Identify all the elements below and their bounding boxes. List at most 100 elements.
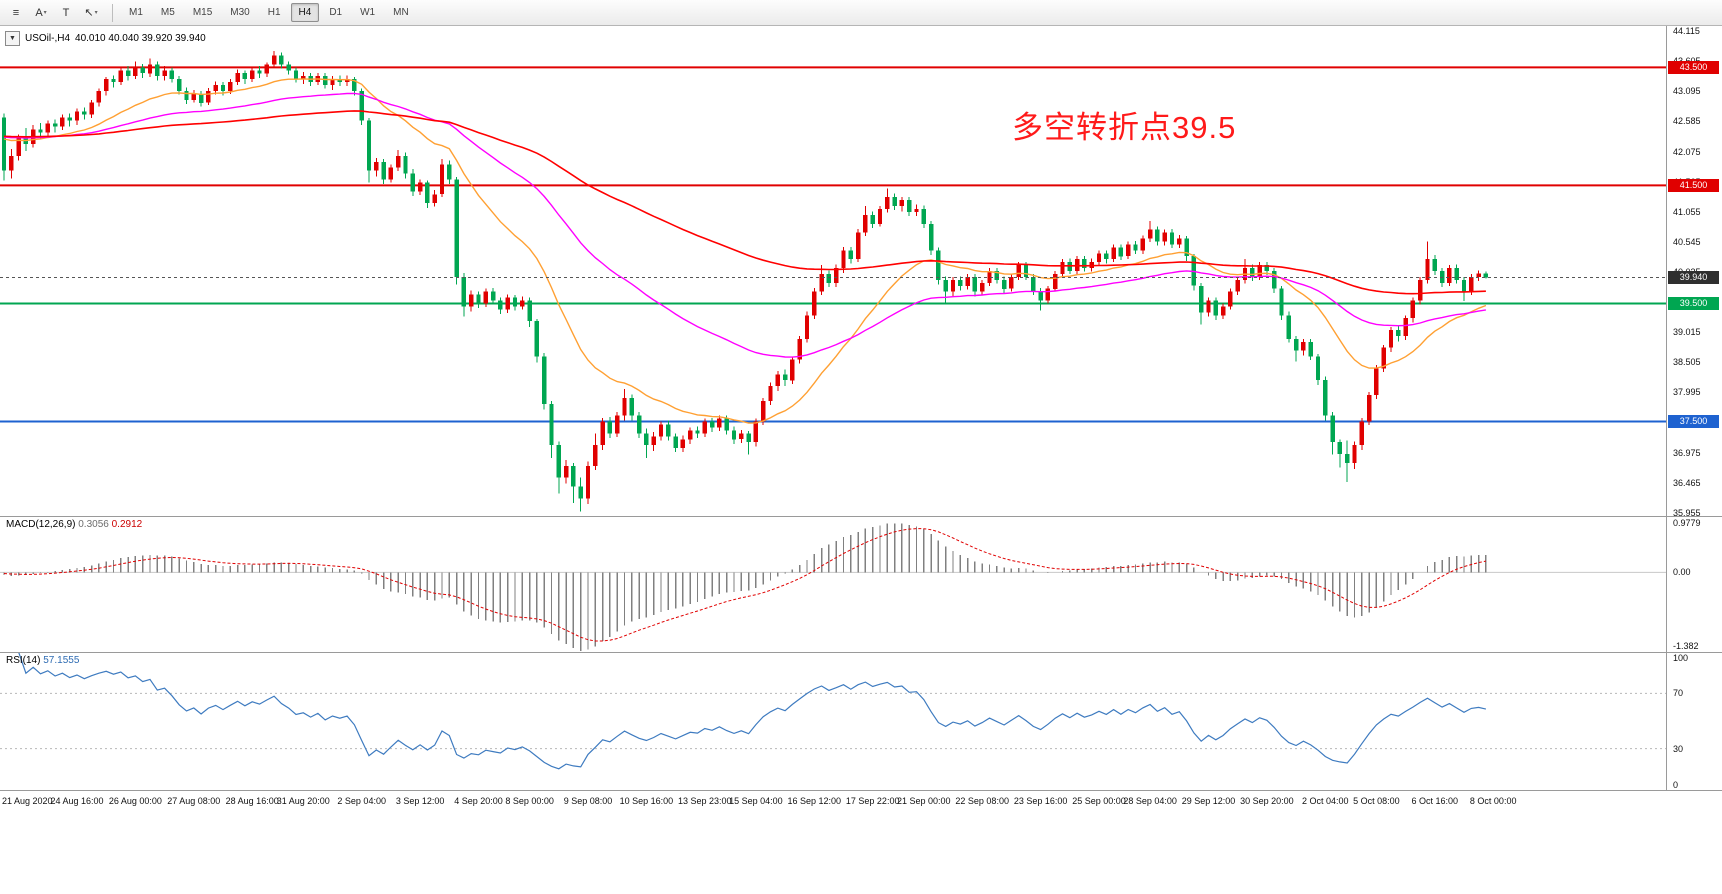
time-axis-label: 26 Aug 00:00: [108, 796, 162, 806]
time-axis-label: 24 Aug 16:00: [50, 796, 104, 806]
timeframe-D1[interactable]: D1: [329, 7, 343, 18]
rsi-line: [4, 652, 1487, 770]
price-axis-label: 43.095: [1673, 86, 1701, 97]
time-axis-label: 2 Oct 04:00: [1302, 796, 1349, 806]
price-axis-label: 38.505: [1673, 357, 1701, 368]
ma-fast-line: [3, 78, 1487, 424]
price-axis-label: 35.955: [1673, 507, 1701, 518]
annotate-a-tool-button[interactable]: A ▾: [29, 2, 53, 24]
time-axis-label: 2 Sep 04:00: [337, 796, 386, 806]
time-axis-label: 29 Sep 12:00: [1181, 796, 1236, 806]
ohlc-readout: 40.010 40.040 39.920 39.940: [75, 33, 206, 44]
price-level-badge: 41.500: [1668, 178, 1719, 192]
time-axis-label: 15 Sep 04:00: [729, 796, 783, 806]
text-tool-button[interactable]: T: [54, 2, 78, 24]
macd-panel[interactable]: [0, 516, 1666, 652]
time-axis-label: 31 Aug 20:00: [276, 796, 330, 806]
time-axis-label: 30 Sep 20:00: [1240, 796, 1294, 806]
macd-name: MACD(12,26,9): [6, 519, 76, 530]
candle-series: [1, 50, 1489, 512]
time-axis-label: 10 Sep 16:00: [619, 796, 674, 806]
price-axis-label: 37.995: [1673, 387, 1701, 398]
rsi-axis-label: 70: [1673, 688, 1684, 699]
timeframe-M15[interactable]: M15: [192, 7, 213, 18]
ma-slow-line: [3, 110, 1486, 295]
price-level-badge: 39.500: [1668, 297, 1719, 310]
macd-axis-label: 0.9779: [1673, 518, 1701, 528]
price-axis[interactable]: 44.11543.60543.09542.58542.07541.56541.0…: [1666, 26, 1722, 790]
rsi-panel[interactable]: [0, 652, 1666, 790]
rsi-axis-label: 0: [1673, 780, 1679, 790]
time-axis-label: 9 Sep 08:00: [563, 796, 613, 806]
time-axis-label: 21 Aug 2020: [2, 796, 53, 806]
collapse-triangle-icon: ▼: [9, 35, 16, 42]
cursor-tool-button[interactable]: ↖ ▾: [79, 2, 103, 24]
rsi-axis-label: 100: [1673, 653, 1689, 663]
rsi-label: RSI(14) 57.1555: [6, 655, 79, 666]
timeframe-M30[interactable]: M30: [230, 7, 250, 18]
time-axis-label: 22 Sep 08:00: [955, 796, 1009, 806]
toolbar-separator: [112, 3, 113, 22]
macd-axis-label: 0.00: [1673, 567, 1691, 578]
timeframe-M5[interactable]: M5: [160, 7, 175, 18]
macd-main-value: 0.3056: [78, 519, 109, 530]
macd-axis-label: -1.382: [1673, 641, 1699, 651]
timeframe-H4[interactable]: H4: [290, 3, 320, 22]
chart-mode-tool-icon: ≡: [12, 6, 20, 19]
toolbar: ≡ A ▾ T ↖ ▾ M1 M5 M15 M30 H1 H4 D1 W1 MN: [0, 0, 1722, 26]
main-price-chart[interactable]: [0, 26, 1666, 516]
price-axis-label: 41.055: [1673, 206, 1701, 217]
time-axis-label: 21 Sep 00:00: [897, 796, 951, 806]
text-tool-icon: T: [62, 6, 70, 19]
rsi-value: 57.1555: [43, 655, 80, 666]
dropdown-caret-icon: ▾: [94, 10, 98, 16]
time-axis-border: [0, 790, 1722, 791]
time-axis-label: 13 Sep 23:00: [678, 796, 732, 806]
timeframe-MN[interactable]: MN: [393, 7, 409, 18]
time-axis[interactable]: 21 Aug 2020 24 Aug 16:00 26 Aug 00:00 27 Au…: [0, 791, 1722, 813]
price-axis-label: 42.075: [1673, 146, 1701, 157]
rsi-panel-border: [0, 652, 1722, 653]
time-axis-label: 23 Sep 16:00: [1013, 796, 1068, 806]
time-axis-label: 4 Sep 20:00: [454, 796, 503, 806]
timeframe-W1[interactable]: W1: [360, 7, 376, 18]
chart-header: ▼ USOil-,H4 40.010 40.040 39.920 39.940: [5, 31, 206, 46]
time-axis-label: 17 Sep 22:00: [845, 796, 900, 806]
macd-signal-line: [3, 528, 1487, 642]
price-axis-label: 39.015: [1673, 327, 1701, 338]
symbol-collapse-button[interactable]: ▼: [5, 31, 20, 46]
time-axis-label: 28 Sep 04:00: [1123, 796, 1177, 806]
time-axis-label: 5 Oct 08:00: [1353, 796, 1400, 806]
macd-signal-value: 0.2912: [111, 519, 143, 530]
chart-mode-tool-button[interactable]: ≡: [4, 2, 28, 24]
rsi-axis-label: 30: [1673, 743, 1684, 754]
time-axis-label: 16 Sep 12:00: [787, 796, 842, 806]
annotate-a-tool-icon: A: [35, 6, 43, 19]
current-price-badge: 39.940: [1668, 271, 1719, 284]
cursor-tool-icon: ↖: [84, 7, 94, 19]
price-axis-label: 40.545: [1673, 236, 1701, 247]
price-axis-label: 44.115: [1673, 26, 1700, 36]
timeframe-M1[interactable]: M1: [129, 7, 143, 18]
chart-annotation-text[interactable]: 多空转折点39.5: [1012, 110, 1237, 145]
timeframe-group: M1 M5 M15 M30 H1 H4 D1 W1 MN: [121, 3, 419, 22]
time-axis-label: 8 Oct 00:00: [1469, 796, 1517, 806]
macd-panel-border: [0, 516, 1722, 517]
macd-histogram: [3, 523, 1487, 651]
price-level-badge: 37.500: [1668, 415, 1719, 428]
drawing-tools-group: ≡ A ▾ T ↖ ▾: [4, 2, 104, 24]
time-axis-label: 28 Aug 16:00: [225, 796, 279, 806]
time-axis-label: 25 Sep 00:00: [1072, 796, 1126, 806]
price-axis-label: 36.975: [1673, 447, 1701, 458]
dropdown-caret-icon: ▾: [43, 10, 47, 16]
ma-mid-line: [3, 92, 1487, 358]
time-axis-label: 6 Oct 16:00: [1411, 796, 1459, 806]
symbol-period-label: USOil-,H4: [25, 33, 71, 44]
timeframe-H1[interactable]: H1: [267, 7, 281, 18]
time-axis-label: 3 Sep 12:00: [395, 796, 445, 806]
level-lines: [0, 66, 1666, 423]
time-axis-label: 27 Aug 08:00: [167, 796, 221, 806]
price-level-badge: 43.500: [1668, 60, 1719, 74]
price-axis-label: 36.465: [1673, 477, 1701, 488]
